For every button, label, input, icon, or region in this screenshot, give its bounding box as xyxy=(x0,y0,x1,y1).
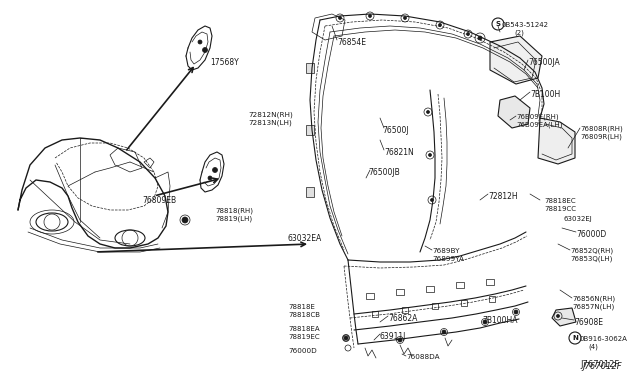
Circle shape xyxy=(182,217,188,223)
Text: 63911J: 63911J xyxy=(380,332,406,341)
Polygon shape xyxy=(552,308,576,326)
Text: 76000D: 76000D xyxy=(576,230,606,239)
Text: 78818CB: 78818CB xyxy=(288,312,320,318)
Circle shape xyxy=(403,16,406,19)
Text: 76500JA: 76500JA xyxy=(528,58,560,67)
Text: 78818EC: 78818EC xyxy=(544,198,575,204)
Text: 72813N(LH): 72813N(LH) xyxy=(248,120,292,126)
Polygon shape xyxy=(538,118,575,164)
Text: 76809R(LH): 76809R(LH) xyxy=(580,134,622,141)
Text: 0B543-51242: 0B543-51242 xyxy=(502,22,549,28)
Text: 76808R(RH): 76808R(RH) xyxy=(580,126,623,132)
Circle shape xyxy=(398,338,402,342)
Circle shape xyxy=(442,330,446,334)
Text: 17568Y: 17568Y xyxy=(210,58,239,67)
Text: 78818EA: 78818EA xyxy=(288,326,319,332)
Circle shape xyxy=(344,336,348,340)
Circle shape xyxy=(212,167,218,173)
Text: 76852Q(RH): 76852Q(RH) xyxy=(570,248,613,254)
Polygon shape xyxy=(306,187,314,197)
Text: (2): (2) xyxy=(514,30,524,36)
Text: 78819(LH): 78819(LH) xyxy=(215,216,252,222)
Text: 0B916-3062A: 0B916-3062A xyxy=(580,336,628,342)
Circle shape xyxy=(478,36,482,40)
Text: 63032EJ: 63032EJ xyxy=(564,216,593,222)
Text: 76821N: 76821N xyxy=(384,148,413,157)
Text: 76B09EA(LH): 76B09EA(LH) xyxy=(516,122,563,128)
Text: 76B09E(RH): 76B09E(RH) xyxy=(516,114,559,121)
Text: 76500JB: 76500JB xyxy=(368,168,400,177)
Text: 78818(RH): 78818(RH) xyxy=(215,208,253,215)
Text: 72812N(RH): 72812N(RH) xyxy=(248,112,292,119)
Circle shape xyxy=(431,199,433,202)
Polygon shape xyxy=(306,125,314,135)
Text: J767012F: J767012F xyxy=(582,362,621,371)
Text: S: S xyxy=(495,21,500,27)
Text: 7B100HA: 7B100HA xyxy=(482,316,518,325)
Circle shape xyxy=(369,15,371,17)
Circle shape xyxy=(467,32,470,35)
Circle shape xyxy=(339,16,342,19)
Polygon shape xyxy=(306,63,314,73)
Circle shape xyxy=(483,320,487,324)
Circle shape xyxy=(198,40,202,44)
Text: N: N xyxy=(572,335,578,341)
Text: 76809EB: 76809EB xyxy=(142,196,176,205)
Text: 76857N(LH): 76857N(LH) xyxy=(572,304,614,311)
Text: (4): (4) xyxy=(588,344,598,350)
Circle shape xyxy=(438,23,442,26)
Polygon shape xyxy=(498,96,530,128)
Circle shape xyxy=(557,314,559,317)
Text: 63032EA: 63032EA xyxy=(288,234,323,243)
Text: J767012F: J767012F xyxy=(580,360,620,369)
Polygon shape xyxy=(490,36,542,84)
Text: 78819EC: 78819EC xyxy=(288,334,319,340)
Text: 7689BY: 7689BY xyxy=(432,248,460,254)
Text: 76908E: 76908E xyxy=(574,318,603,327)
Circle shape xyxy=(429,154,431,157)
Text: 76899YA: 76899YA xyxy=(432,256,464,262)
Text: 76088DA: 76088DA xyxy=(406,354,440,360)
Circle shape xyxy=(208,176,212,180)
Text: 76000D: 76000D xyxy=(288,348,317,354)
Text: 76854E: 76854E xyxy=(337,38,366,47)
Circle shape xyxy=(426,110,429,113)
Text: 78819CC: 78819CC xyxy=(544,206,576,212)
Text: 7B100H: 7B100H xyxy=(530,90,560,99)
Text: 78818E: 78818E xyxy=(288,304,315,310)
Circle shape xyxy=(514,310,518,314)
Text: 76862A: 76862A xyxy=(388,314,417,323)
Text: 76853Q(LH): 76853Q(LH) xyxy=(570,256,612,263)
Circle shape xyxy=(202,48,207,52)
Text: 72812H: 72812H xyxy=(488,192,518,201)
Text: 76856N(RH): 76856N(RH) xyxy=(572,296,615,302)
Text: 76500J: 76500J xyxy=(382,126,408,135)
